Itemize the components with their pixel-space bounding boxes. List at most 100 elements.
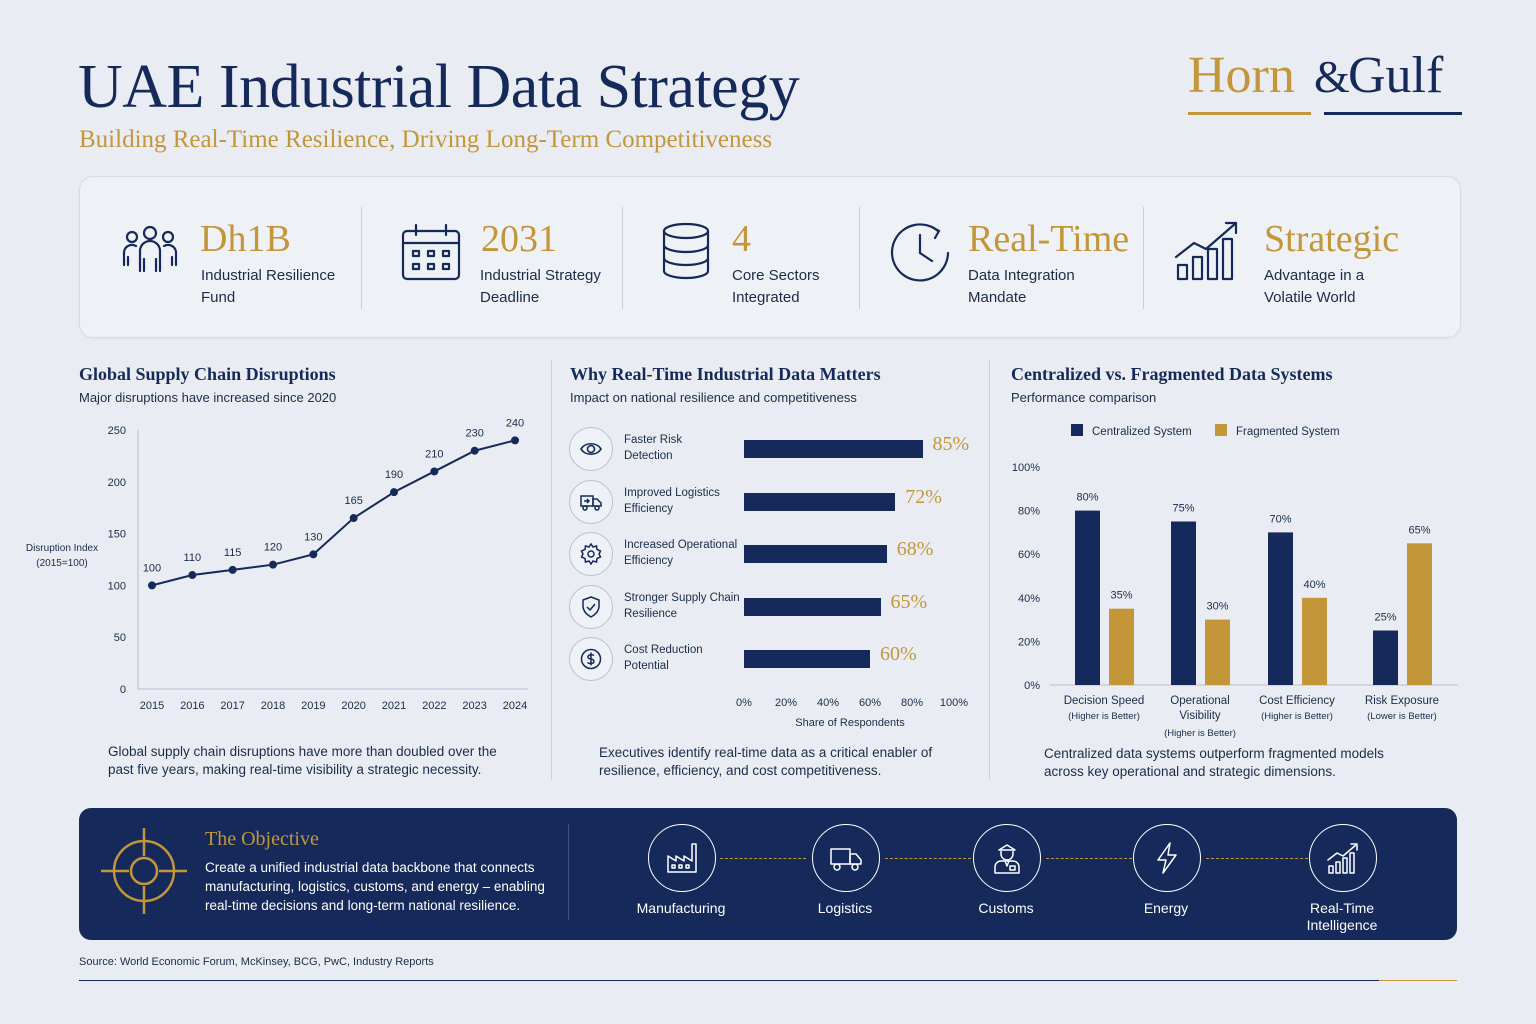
- data-label: 35%: [1110, 590, 1132, 602]
- y-tick-label: 0: [120, 684, 126, 696]
- node-label: Logistics: [817, 900, 873, 916]
- x-tick-label: 2017: [220, 700, 244, 712]
- data-label: 70%: [1269, 513, 1291, 525]
- node-label: Manufacturing: [636, 900, 726, 916]
- impact-bar: [744, 545, 887, 563]
- y-tick-label: 50: [114, 632, 126, 644]
- data-label: 210: [425, 448, 443, 460]
- kpi-realtime: Real-Time Data Integration Mandate: [888, 207, 1148, 307]
- disruptions-footnote: Global supply chain disruptions have mor…: [108, 744, 497, 777]
- kpi-value: Dh1B: [200, 218, 291, 260]
- data-point: [148, 581, 156, 590]
- kpi-label-line1: Industrial Resilience: [201, 267, 336, 284]
- bar-fragmented: [1407, 543, 1432, 685]
- impact-row: Increased Operational Efficiency 68%: [569, 532, 989, 576]
- node-label-line2: Intelligence: [1306, 917, 1378, 933]
- clock-icon: [888, 221, 952, 285]
- data-label: 75%: [1172, 503, 1194, 515]
- kpi-label-line2: Deadline: [480, 289, 540, 306]
- category-label: Cost Efficiency: [1259, 695, 1335, 707]
- data-point: [470, 446, 479, 455]
- series-line: [151, 439, 516, 587]
- objective-divider: [568, 824, 569, 920]
- impact-value-label: 65%: [890, 591, 928, 613]
- y-tick-label: 20%: [1018, 636, 1040, 648]
- node-energy: Energy: [1097, 824, 1237, 934]
- logo-underline-gold: [1188, 112, 1311, 115]
- connector-dashed-line: [720, 858, 806, 859]
- impact-label-line2: Efficiency: [624, 503, 674, 515]
- impact-label: Increased Operational Efficiency: [624, 537, 744, 569]
- category-label: Decision Speed: [1064, 695, 1145, 707]
- footer-rule: [79, 980, 1379, 981]
- y-axis-label-line2: (2015=100): [36, 558, 87, 569]
- connector-dashed-line: [885, 858, 971, 859]
- kpi-label-line2: Integrated: [732, 289, 800, 306]
- kpi-divider: [1143, 207, 1144, 309]
- eye-icon: [569, 427, 613, 471]
- disruptions-chart-subtitle: Major disruptions have increased since 2…: [79, 390, 337, 405]
- calendar-icon: [400, 221, 464, 285]
- data-label: 115: [224, 547, 242, 559]
- truck-icon: [812, 824, 880, 892]
- impact-value-label: 68%: [896, 538, 934, 560]
- data-label: 165: [344, 495, 362, 507]
- kpi-panel: Dh1B Industrial Resilience Fund 2031 Ind…: [79, 176, 1461, 338]
- kpi-divider: [622, 207, 623, 309]
- bar-fragmented: [1302, 597, 1327, 685]
- page-subtitle: Building Real-Time Resilience, Driving L…: [79, 126, 773, 153]
- kpi-label-line1: Advantage in a: [1264, 267, 1365, 284]
- kpi-value: Strategic: [1264, 218, 1400, 260]
- impact-chart-subtitle: Impact on national resilience and compet…: [570, 390, 857, 405]
- kpi-divider: [361, 207, 362, 309]
- data-label: 230: [465, 428, 483, 440]
- x-tick-label: 2019: [301, 700, 325, 712]
- node-label: Real-Time Intelligence: [1273, 900, 1411, 934]
- category-note: (Higher is Better): [1068, 711, 1140, 722]
- impact-label-line2: Detection: [624, 450, 673, 462]
- section-divider: [551, 360, 552, 780]
- kpi-label-line2: Mandate: [968, 289, 1027, 306]
- impact-label-line1: Increased Operational: [624, 539, 738, 551]
- connector-dashed-line: [1206, 858, 1308, 859]
- logo-word-horn: Horn: [1188, 47, 1295, 104]
- impact-footnote: Executives identify real-time data as a …: [599, 745, 933, 778]
- truck-icon: [569, 480, 613, 524]
- data-point: [228, 565, 237, 574]
- lightning-icon: [1133, 824, 1201, 892]
- dollar-coin-icon: [569, 637, 613, 681]
- impact-value-label: 60%: [880, 643, 917, 665]
- node-label: Energy: [1143, 900, 1189, 916]
- y-tick-label: 200: [108, 477, 126, 489]
- kpi-label-line2: Fund: [201, 289, 236, 306]
- logo-ampersand: &: [1314, 51, 1350, 102]
- disruptions-line-chart: Disruption Index (2015=100) 0 50 100 150 200…: [26, 417, 528, 712]
- y-tick-label: 60%: [1018, 549, 1040, 561]
- category-label: Risk Exposure: [1365, 695, 1439, 707]
- x-tick-label: 2015: [140, 700, 164, 712]
- kpi-label-line1: Data Integration: [968, 267, 1075, 284]
- kpi-label: Industrial Resilience Fund: [201, 265, 361, 309]
- x-tick-label: 2023: [462, 700, 486, 712]
- systems-chart-title: Centralized vs. Fragmented Data Systems: [1011, 364, 1333, 384]
- node-label-line1: Real-Time: [1309, 900, 1375, 916]
- growth-chart-icon: [1309, 824, 1377, 892]
- bar-centralized: [1075, 510, 1100, 685]
- data-label: 25%: [1374, 612, 1396, 624]
- y-tick-label: 150: [108, 529, 126, 541]
- category-note: (Higher is Better): [1164, 728, 1236, 739]
- kpi-strategic: Strategic Advantage in a Volatile World: [1174, 207, 1434, 307]
- kpi-value: 2031: [481, 218, 557, 260]
- category-label: Visibility: [1179, 710, 1221, 722]
- kpi-label: Industrial Strategy Deadline: [480, 265, 640, 309]
- node-realtime-intelligence: Real-Time Intelligence: [1273, 824, 1413, 934]
- x-tick-label: 100%: [940, 697, 968, 709]
- kpi-sectors: 4 Core Sectors Integrated: [660, 207, 880, 307]
- impact-label: Cost Reduction Potential: [624, 642, 744, 674]
- connector-dashed-line: [1046, 858, 1132, 859]
- factory-icon: [648, 824, 716, 892]
- growth-chart-icon: [1174, 221, 1238, 285]
- impact-label-line1: Cost Reduction: [624, 644, 703, 656]
- impact-label-line2: Potential: [624, 660, 669, 672]
- data-point: [309, 550, 318, 559]
